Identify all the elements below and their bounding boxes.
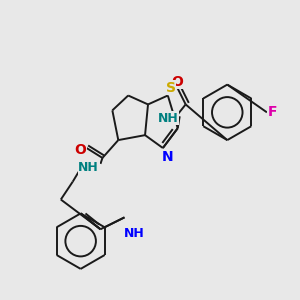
Text: F: F	[268, 105, 278, 119]
Text: NH: NH	[124, 227, 145, 240]
Text: NH: NH	[158, 112, 178, 125]
Text: O: O	[75, 143, 87, 157]
Text: O: O	[171, 75, 183, 88]
Text: NH: NH	[78, 161, 99, 174]
Text: S: S	[166, 81, 176, 94]
Text: N: N	[162, 150, 174, 164]
